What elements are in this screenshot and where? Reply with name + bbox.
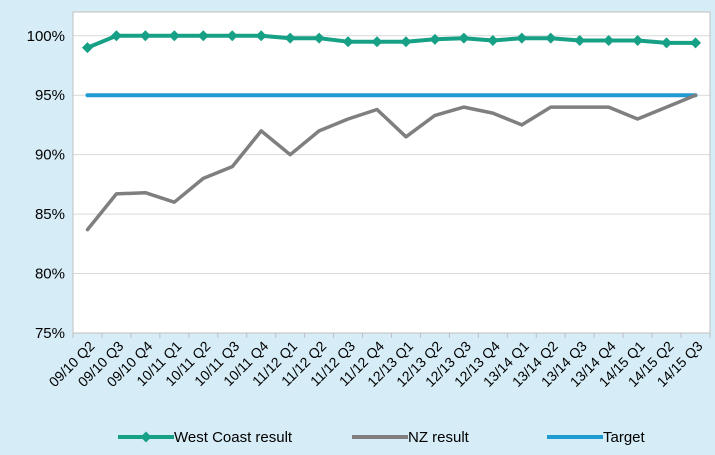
data-point	[313, 32, 325, 44]
legend-item: Target	[547, 429, 646, 446]
legend-label: Target	[603, 429, 646, 446]
legend-label: West Coast result	[174, 429, 293, 446]
data-point	[458, 32, 470, 44]
data-point	[342, 36, 354, 48]
data-point	[400, 36, 412, 48]
legend-item: NZ result	[352, 429, 470, 446]
data-point	[284, 32, 296, 44]
legend: West Coast result NZ result Target	[118, 429, 646, 446]
y-tick-label: 100%	[27, 28, 65, 45]
y-tick-label: 95%	[35, 87, 65, 104]
data-point	[603, 35, 615, 47]
data-point	[110, 30, 122, 42]
data-point	[197, 30, 209, 42]
data-point	[429, 33, 441, 45]
y-tick-label: 90%	[35, 147, 65, 164]
y-tick-label: 85%	[35, 206, 65, 223]
data-point	[661, 37, 673, 49]
data-point	[516, 32, 528, 44]
data-point	[168, 30, 180, 42]
data-point	[255, 30, 267, 42]
legend-item: West Coast result	[118, 429, 293, 446]
data-point	[574, 35, 586, 47]
y-tick-label: 75%	[35, 325, 65, 342]
legend-label: NZ result	[408, 429, 470, 446]
data-point	[139, 30, 151, 42]
data-point	[226, 30, 238, 42]
plot-area	[73, 12, 710, 333]
data-point	[487, 35, 499, 47]
series	[81, 30, 702, 232]
data-point	[632, 35, 644, 47]
legend-marker	[140, 431, 152, 443]
series-line-west-coast-result	[85, 33, 698, 50]
data-point	[545, 32, 557, 44]
data-point	[81, 42, 93, 54]
series-line-nz-result	[85, 93, 698, 232]
data-point	[371, 36, 383, 48]
y-tick-label: 80%	[35, 266, 65, 283]
data-point	[690, 37, 702, 49]
gridlines	[73, 12, 710, 333]
